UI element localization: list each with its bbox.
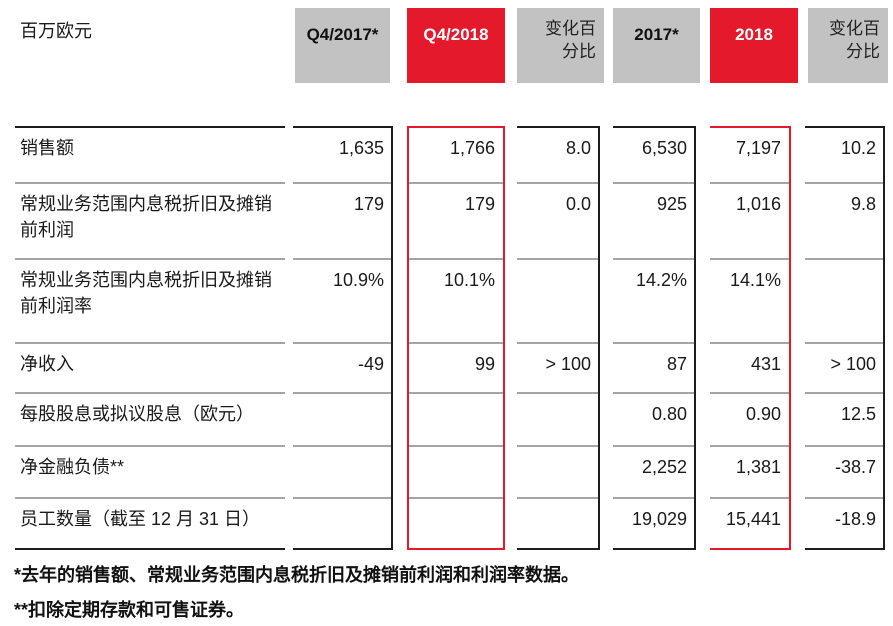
row-label: 常规业务范围内息税折旧及摊销前利润率 xyxy=(15,258,285,342)
cell-value: 1,381 xyxy=(710,445,789,497)
column-q4-2018: 1,766 179 10.1% 99 xyxy=(407,126,505,550)
column-change-quarter: 8.0 0.0 > 100 xyxy=(517,126,600,550)
cell-value: 10.2 xyxy=(840,138,876,158)
cell-value xyxy=(409,445,503,497)
cell-value: 8.0 xyxy=(565,138,591,158)
cell-value: 87 xyxy=(613,342,694,392)
column-2017: 6,530 925 14.2% 87 0.80 2,252 19,029 xyxy=(613,126,696,550)
cell-value: 6,530 xyxy=(641,138,687,158)
cell-value: -49 xyxy=(293,342,391,392)
cell-value xyxy=(517,392,598,445)
unit-label: 百万欧元 xyxy=(20,21,92,41)
cell-value xyxy=(293,497,391,548)
row-label: 净金融负债** xyxy=(15,445,285,497)
column-2018: 7,197 1,016 14.1% 431 0.90 1,381 15,441 xyxy=(710,126,791,550)
cell-value: 15,441 xyxy=(710,497,789,548)
cell-value xyxy=(293,392,391,445)
cell-value: 10.9% xyxy=(293,258,391,342)
cell-value: 0.80 xyxy=(613,392,694,445)
cell-value xyxy=(517,497,598,548)
cell-value: 7,197 xyxy=(735,138,781,158)
cell-value: 9.8 xyxy=(805,182,883,258)
cell-value: -38.7 xyxy=(805,445,883,497)
cell-value: 179 xyxy=(409,182,503,258)
cell-value: 1,766 xyxy=(449,138,495,158)
column-change-year: 10.2 9.8 > 100 12.5 -38.7 -18.9 xyxy=(805,126,885,550)
header-cell-chg_fy: 变化百分比 xyxy=(808,8,888,83)
cell-value: 431 xyxy=(710,342,789,392)
cell-value xyxy=(409,392,503,445)
cell-value xyxy=(517,258,598,342)
header-cell-fy_2018: 2018 xyxy=(710,8,798,83)
row-label: 销售额 xyxy=(20,138,74,158)
header-cell-fy_2017: 2017* xyxy=(613,8,700,83)
cell-value: 1,016 xyxy=(710,182,789,258)
cell-value xyxy=(409,497,503,548)
cell-value xyxy=(293,445,391,497)
header-cell-chg_q: 变化百分比 xyxy=(517,8,604,83)
footnote-previous-year: *去年的销售额、常规业务范围内息税折旧及摊销前利润和利润率数据。 xyxy=(14,565,580,585)
column-row-labels: 销售额常规业务范围内息税折旧及摊销前利润 常规业务范围内息税折旧及摊销前利润率 净收… xyxy=(15,126,285,550)
cell-value: 99 xyxy=(409,342,503,392)
header-cell-q4_2017: Q4/2017* xyxy=(295,8,390,83)
cell-value: 925 xyxy=(613,182,694,258)
cell-value: 1,635 xyxy=(338,138,384,158)
cell-value xyxy=(517,445,598,497)
row-label: 净收入 xyxy=(15,342,285,392)
row-label: 员工数量（截至 12 月 31 日） xyxy=(15,497,285,548)
cell-value: > 100 xyxy=(805,342,883,392)
cell-value xyxy=(805,258,883,342)
cell-value: 12.5 xyxy=(805,392,883,445)
row-label: 常规业务范围内息税折旧及摊销前利润 xyxy=(15,182,285,258)
cell-value: 0.0 xyxy=(517,182,598,258)
row-label: 每股股息或拟议股息（欧元） xyxy=(15,392,285,445)
cell-value: 14.2% xyxy=(613,258,694,342)
footnote-deposits: **扣除定期存款和可售证券。 xyxy=(14,600,245,620)
cell-value: 14.1% xyxy=(710,258,789,342)
cell-value: 179 xyxy=(293,182,391,258)
cell-value: 10.1% xyxy=(409,258,503,342)
header-cell-q4_2018: Q4/2018 xyxy=(407,8,505,83)
cell-value: 19,029 xyxy=(613,497,694,548)
column-q4-2017: 1,635 179 10.9% -49 xyxy=(293,126,393,550)
cell-value: 0.90 xyxy=(710,392,789,445)
cell-value: 2,252 xyxy=(613,445,694,497)
cell-value: > 100 xyxy=(517,342,598,392)
cell-value: -18.9 xyxy=(805,497,883,548)
